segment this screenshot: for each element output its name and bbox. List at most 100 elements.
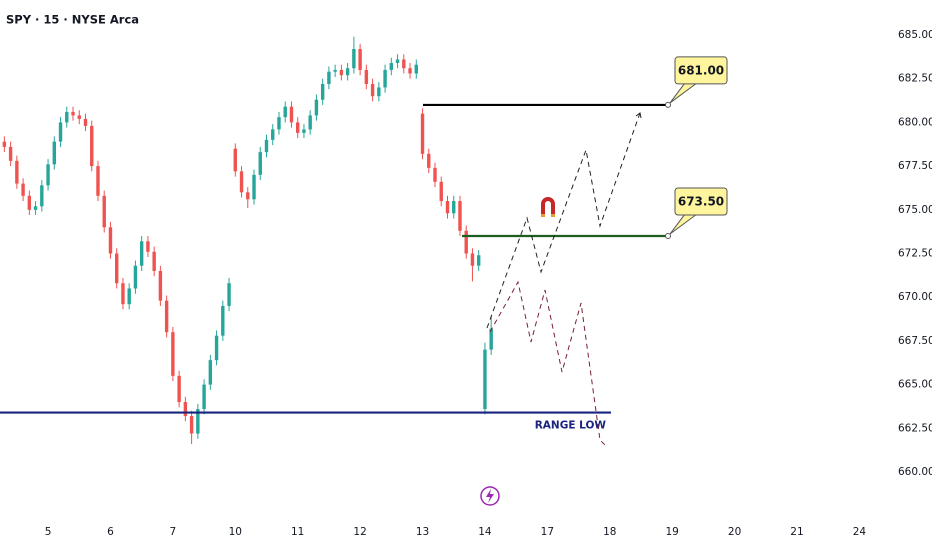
candle-body xyxy=(252,174,256,200)
candle-body xyxy=(296,122,300,133)
projection-up xyxy=(486,112,641,329)
candle-body xyxy=(445,201,450,214)
candle-body xyxy=(320,83,325,100)
x-tick-label: 21 xyxy=(790,526,803,538)
candle-body xyxy=(146,241,150,252)
candle-body xyxy=(302,129,306,133)
candle-body xyxy=(489,328,493,350)
y-tick-label: 675.00 xyxy=(898,204,932,216)
candle-body xyxy=(90,125,94,167)
candle-body xyxy=(27,195,32,210)
x-tick-label: 17 xyxy=(541,526,554,538)
candle-body xyxy=(221,305,225,336)
x-tick-label: 13 xyxy=(416,526,429,538)
chart-title: SPY · 15 · NYSE Arca xyxy=(6,13,139,27)
candle-body xyxy=(383,69,387,88)
candle-body xyxy=(464,230,468,254)
candle-body xyxy=(177,375,181,403)
candle-body xyxy=(470,253,475,266)
candle-body xyxy=(8,146,13,161)
x-tick-label: 12 xyxy=(353,526,366,538)
candle-body xyxy=(2,141,7,147)
y-tick-label: 667.50 xyxy=(898,335,932,347)
candle-body xyxy=(370,83,375,97)
candle-body xyxy=(189,416,194,434)
candle-body xyxy=(364,69,369,84)
candle-body xyxy=(352,48,356,69)
x-tick-label: 20 xyxy=(728,526,741,538)
candle-body xyxy=(264,139,269,153)
candle-body xyxy=(33,206,38,210)
candle-body xyxy=(258,152,262,175)
candle-body xyxy=(227,283,231,306)
level-label: 673.50 xyxy=(678,195,724,209)
candle-body xyxy=(427,153,431,168)
event-icon[interactable] xyxy=(480,486,500,506)
candle-body xyxy=(246,192,250,200)
candle-body xyxy=(239,171,244,193)
candle-body xyxy=(277,117,281,130)
candle-body xyxy=(171,332,175,376)
candle-body xyxy=(414,64,418,74)
x-tick-label: 11 xyxy=(291,526,304,538)
candle-body xyxy=(46,164,50,186)
candle-body xyxy=(483,349,487,410)
candle-body xyxy=(327,71,331,84)
candle-body xyxy=(458,201,462,231)
projection-arrow xyxy=(635,112,642,119)
candle-body xyxy=(333,69,337,72)
x-tick-label: 24 xyxy=(853,526,867,538)
candle-body xyxy=(208,360,213,385)
candle-body xyxy=(314,99,319,116)
candle-body xyxy=(233,148,237,172)
candle-body xyxy=(152,251,156,271)
candle-body xyxy=(214,335,219,361)
candle-body xyxy=(202,384,206,410)
candle-body xyxy=(408,68,412,74)
callout-box xyxy=(674,187,728,216)
candle-body xyxy=(108,227,113,254)
candle-body xyxy=(164,300,169,333)
candle-body xyxy=(377,87,381,97)
candle-body xyxy=(476,255,481,266)
candle-body xyxy=(115,253,119,284)
magnet-icon xyxy=(541,197,555,217)
level-label: 681.00 xyxy=(678,63,724,77)
candle-body xyxy=(389,62,394,70)
x-tick-label: 14 xyxy=(478,526,492,538)
y-tick-label: 672.50 xyxy=(898,248,932,260)
x-tick-label: 7 xyxy=(170,526,177,538)
candle-body xyxy=(15,160,19,184)
candle-body xyxy=(139,241,144,266)
candle-body xyxy=(21,183,25,196)
candle-body xyxy=(308,115,312,130)
candle-body xyxy=(395,59,400,63)
candle-body xyxy=(58,122,63,142)
candle-body xyxy=(289,106,294,123)
candle-body xyxy=(345,68,350,76)
candle-body xyxy=(121,283,125,305)
candle-body xyxy=(196,409,200,434)
candle-body xyxy=(271,129,275,140)
y-tick-label: 677.50 xyxy=(898,160,932,172)
candle-body xyxy=(65,111,69,123)
y-tick-label: 670.00 xyxy=(898,291,932,303)
level-handle xyxy=(665,101,671,108)
y-tick-label: 680.00 xyxy=(898,116,932,128)
candle-body xyxy=(40,185,44,207)
y-tick-label: 662.50 xyxy=(898,422,932,434)
candle-body xyxy=(133,265,138,289)
projection-down xyxy=(489,280,607,447)
candle-body xyxy=(358,48,362,70)
candle-body xyxy=(183,402,188,417)
x-tick-label: 5 xyxy=(45,526,52,538)
y-tick-label: 665.00 xyxy=(898,379,932,391)
y-tick-label: 685.00 xyxy=(898,29,932,41)
x-tick-label: 18 xyxy=(603,526,616,538)
plot-area: 660.00 662.50 665.00 667.50 670.00 672.50 675.… xyxy=(0,29,932,538)
y-tick-label: 682.50 xyxy=(898,73,932,85)
x-tick-label: 6 xyxy=(107,526,114,538)
level-handle xyxy=(665,233,671,240)
